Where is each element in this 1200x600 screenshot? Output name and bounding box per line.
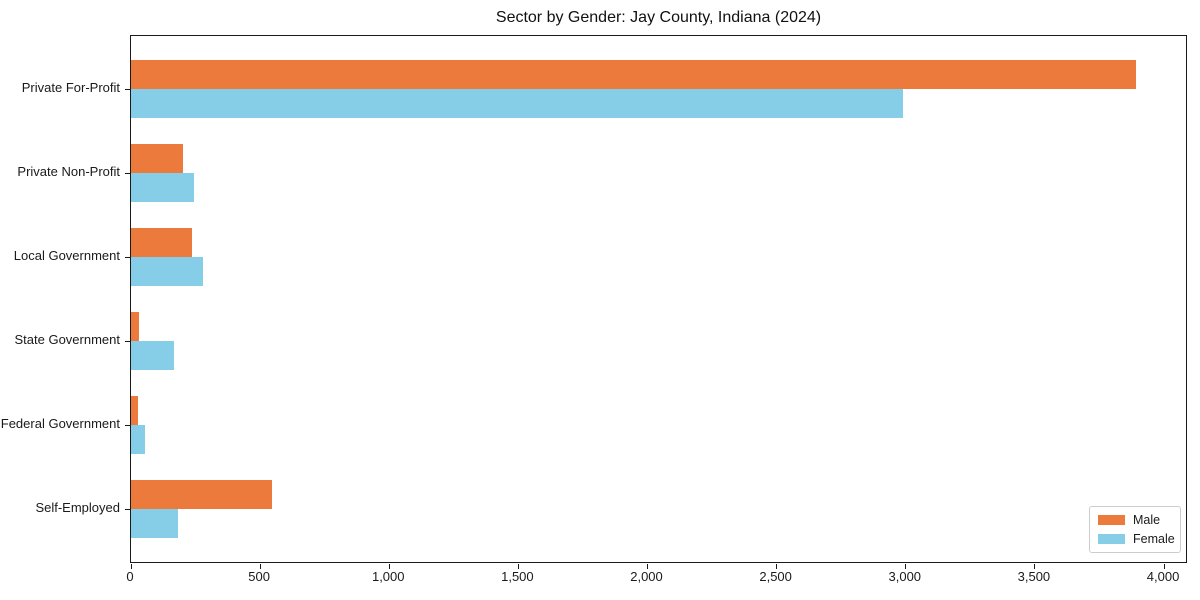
y-tick-state-government (125, 341, 130, 342)
y-tick-self-employed (125, 509, 130, 510)
x-axis-label-3000: 3,000 (888, 569, 922, 584)
x-tick-1000 (388, 564, 390, 569)
x-tick-4000 (1163, 564, 1165, 569)
x-axis-label-2500: 2,500 (759, 569, 792, 584)
legend-female-label: Female (1133, 532, 1175, 546)
bar-male-federal-government (131, 396, 138, 425)
plot-area (125, 35, 1187, 569)
legend-entry-male: Male (1098, 513, 1172, 527)
bar-female-local-government (131, 257, 204, 286)
x-tick-500 (259, 564, 261, 569)
x-axis-label-1000: 1,000 (371, 569, 405, 584)
bar-male-local-government (131, 228, 192, 257)
y-tick-private-for-profit (125, 89, 130, 90)
x-tick-0 (131, 564, 132, 569)
x-tick-1500 (517, 564, 519, 569)
x-tick-2500 (776, 564, 778, 569)
legend-male-swatch-icon (1098, 515, 1125, 525)
bar-male-private-non-profit (131, 144, 183, 173)
x-axis-label-500: 500 (248, 569, 270, 584)
bar-female-private-for-profit (131, 89, 904, 118)
bar-female-state-government (131, 341, 174, 370)
x-axis-label-1500: 1,500 (501, 569, 534, 584)
bar-female-self-employed (131, 509, 178, 538)
legend: Male Female (1089, 506, 1181, 553)
y-axis-label-state-government: State Government (14, 332, 121, 347)
bar-female-federal-government (131, 425, 146, 454)
legend-entry-female: Female (1098, 532, 1175, 546)
y-axis-label-private-for-profit: Private For-Profit (21, 80, 120, 95)
bar-male-self-employed (131, 480, 272, 509)
x-tick-3000 (905, 564, 907, 569)
y-tick-local-government (125, 257, 130, 258)
x-axis-label-3500: 3,500 (1017, 569, 1051, 584)
bar-male-state-government (131, 312, 139, 341)
legend-male-label: Male (1133, 513, 1161, 527)
legend-female-swatch-icon (1098, 534, 1125, 544)
y-tick-private-non-profit (125, 173, 130, 174)
x-tick-3500 (1034, 564, 1036, 569)
y-axis-label-federal-government: Federal Government (0, 416, 120, 431)
y-axis-label-self-employed: Self-Employed (35, 500, 120, 515)
bar-male-private-for-profit (131, 60, 1136, 89)
x-tick-2000 (647, 564, 649, 569)
y-tick-federal-government (125, 425, 130, 426)
y-axis-label-private-non-profit: Private Non-Profit (17, 164, 120, 179)
x-axis-label-0: 0 (126, 569, 134, 584)
bar-female-private-non-profit (131, 173, 195, 202)
chart-title: Sector by Gender: Jay County, Indiana (2… (495, 9, 822, 26)
x-axis-label-2000: 2,000 (630, 569, 663, 584)
y-axis-label-local-government: Local Government (13, 248, 120, 263)
x-axis-label-4000: 4,000 (1146, 569, 1180, 584)
